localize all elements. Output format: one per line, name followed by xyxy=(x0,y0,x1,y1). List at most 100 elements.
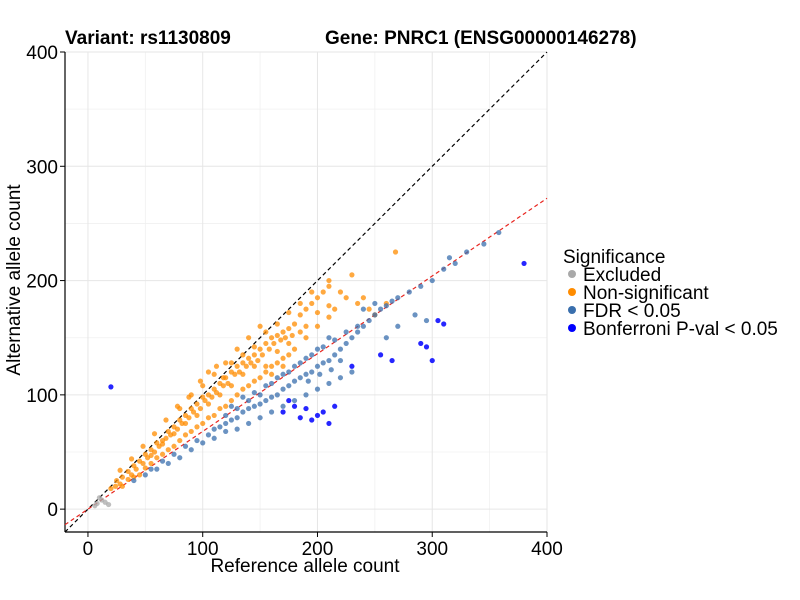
point-non-significant xyxy=(326,283,332,289)
point-fdr-0-05 xyxy=(223,428,229,435)
point-fdr-0-05 xyxy=(395,323,401,329)
point-bonferroni-p-val-0-05 xyxy=(429,357,435,364)
point-fdr-0-05 xyxy=(343,340,349,347)
x-tick-label: 0 xyxy=(83,539,94,560)
point-fdr-0-05 xyxy=(182,443,189,449)
point-fdr-0-05 xyxy=(188,447,194,453)
point-fdr-0-05 xyxy=(429,277,435,284)
point-fdr-0-05 xyxy=(251,403,257,409)
chart-title-variant: Variant: rs1130809 xyxy=(65,28,231,49)
point-fdr-0-05 xyxy=(320,360,326,366)
point-fdr-0-05 xyxy=(383,303,389,309)
point-non-significant xyxy=(309,300,315,307)
point-non-significant xyxy=(223,360,229,366)
point-fdr-0-05 xyxy=(246,405,252,412)
point-non-significant xyxy=(303,323,309,329)
point-non-significant xyxy=(200,383,206,389)
point-non-significant xyxy=(326,277,332,284)
point-fdr-0-05 xyxy=(328,367,334,373)
point-fdr-0-05 xyxy=(349,369,355,375)
point-non-significant xyxy=(188,428,194,435)
point-non-significant xyxy=(154,455,160,461)
point-non-significant xyxy=(140,443,146,449)
point-bonferroni-p-val-0-05 xyxy=(418,340,424,347)
point-fdr-0-05 xyxy=(337,346,344,352)
point-non-significant xyxy=(148,452,154,459)
point-fdr-0-05 xyxy=(280,371,286,377)
point-non-significant xyxy=(133,466,139,472)
point-non-significant xyxy=(151,431,158,437)
point-fdr-0-05 xyxy=(418,283,424,289)
point-non-significant xyxy=(148,460,154,467)
point-fdr-0-05 xyxy=(452,260,458,267)
point-non-significant xyxy=(286,340,292,347)
x-tick-label: 100 xyxy=(187,539,219,560)
point-bonferroni-p-val-0-05 xyxy=(435,317,441,324)
point-non-significant xyxy=(243,363,249,369)
point-fdr-0-05 xyxy=(320,344,326,350)
point-non-significant xyxy=(255,357,261,364)
point-non-significant xyxy=(217,392,223,398)
y-tick-label: 0 xyxy=(47,500,58,521)
point-bonferroni-p-val-0-05 xyxy=(377,352,384,358)
point-non-significant xyxy=(174,403,181,409)
point-non-significant xyxy=(257,323,263,329)
point-non-significant xyxy=(228,360,235,366)
x-tick-label: 300 xyxy=(416,539,448,560)
point-non-significant xyxy=(194,412,200,419)
point-fdr-0-05 xyxy=(154,466,160,472)
point-fdr-0-05 xyxy=(251,389,257,396)
point-fdr-0-05 xyxy=(366,317,372,324)
point-excluded xyxy=(106,501,112,508)
point-fdr-0-05 xyxy=(337,357,344,364)
point-fdr-0-05 xyxy=(377,306,384,312)
point-non-significant xyxy=(240,371,246,377)
point-fdr-0-05 xyxy=(200,440,206,446)
point-fdr-0-05 xyxy=(332,337,338,343)
point-fdr-0-05 xyxy=(171,451,177,457)
point-bonferroni-p-val-0-05 xyxy=(423,344,430,350)
point-fdr-0-05 xyxy=(263,397,269,404)
point-fdr-0-05 xyxy=(257,392,263,398)
point-non-significant xyxy=(297,312,303,318)
point-non-significant xyxy=(234,392,240,398)
point-non-significant xyxy=(246,355,252,361)
point-fdr-0-05 xyxy=(464,249,470,255)
point-non-significant xyxy=(314,309,321,316)
point-non-significant xyxy=(142,465,148,471)
point-fdr-0-05 xyxy=(332,352,338,358)
point-non-significant xyxy=(220,375,226,381)
grid-lines xyxy=(65,51,548,532)
point-fdr-0-05 xyxy=(228,417,235,423)
point-non-significant xyxy=(159,451,166,457)
point-fdr-0-05 xyxy=(280,403,286,409)
point-non-significant xyxy=(194,424,200,430)
point-fdr-0-05 xyxy=(228,403,235,409)
point-non-significant xyxy=(128,456,135,462)
point-non-significant xyxy=(309,289,315,295)
point-non-significant xyxy=(171,431,177,437)
point-non-significant xyxy=(286,309,292,316)
point-fdr-0-05 xyxy=(303,392,309,398)
point-non-significant xyxy=(223,403,229,409)
point-fdr-0-05 xyxy=(274,375,280,381)
point-fdr-0-05 xyxy=(303,355,309,361)
point-non-significant xyxy=(355,300,361,307)
point-fdr-0-05 xyxy=(441,266,447,272)
point-bonferroni-p-val-0-05 xyxy=(108,384,114,390)
point-non-significant xyxy=(125,476,131,483)
point-fdr-0-05 xyxy=(355,329,361,335)
point-non-significant xyxy=(314,295,321,301)
point-fdr-0-05 xyxy=(268,394,275,400)
point-non-significant xyxy=(190,409,197,415)
point-fdr-0-05 xyxy=(246,397,252,404)
point-fdr-0-05 xyxy=(211,426,217,432)
point-non-significant xyxy=(140,460,146,467)
point-fdr-0-05 xyxy=(286,383,292,389)
point-non-significant xyxy=(163,417,169,423)
point-non-significant xyxy=(228,397,235,404)
y-axis-title: Alternative allele count xyxy=(4,184,25,376)
point-non-significant xyxy=(263,340,269,347)
point-non-significant xyxy=(194,401,200,407)
point-fdr-0-05 xyxy=(297,375,303,381)
